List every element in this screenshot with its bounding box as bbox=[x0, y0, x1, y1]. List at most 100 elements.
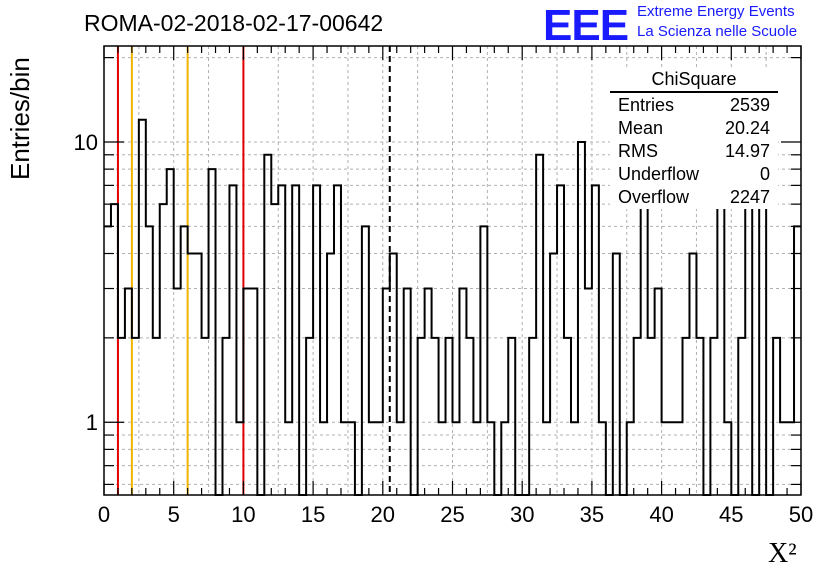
histogram-bin bbox=[439, 422, 446, 495]
histogram-bin bbox=[118, 338, 125, 495]
histogram-bin bbox=[383, 289, 390, 495]
histogram-bin bbox=[676, 422, 683, 495]
x-axis-label: X² bbox=[768, 538, 797, 569]
histogram-bin bbox=[125, 289, 132, 495]
histogram-bin bbox=[662, 422, 669, 495]
histogram-bin bbox=[188, 253, 195, 495]
histogram-bin bbox=[683, 338, 690, 495]
histogram-bin bbox=[167, 169, 174, 495]
histogram-bin bbox=[425, 289, 432, 495]
histogram-bin bbox=[397, 422, 404, 495]
histogram-bin bbox=[501, 422, 508, 495]
histogram-bin bbox=[132, 338, 139, 495]
histogram-bin bbox=[669, 422, 676, 495]
y-tick-label: 1 bbox=[86, 410, 98, 435]
stats-value: 2247 bbox=[729, 187, 770, 207]
x-tick-label: 35 bbox=[580, 502, 604, 527]
histogram-bin bbox=[139, 120, 146, 495]
histogram-bin bbox=[222, 338, 229, 495]
stats-label: Underflow bbox=[618, 164, 700, 184]
stats-value: 14.97 bbox=[724, 141, 770, 161]
histogram-bin bbox=[146, 226, 153, 495]
histogram-bin bbox=[376, 422, 383, 495]
histogram-bin bbox=[285, 422, 292, 495]
stats-value: 2539 bbox=[729, 95, 770, 115]
histogram-bin bbox=[571, 422, 578, 495]
histogram-bin bbox=[564, 338, 571, 495]
histogram-bin bbox=[181, 226, 188, 495]
histogram-bin bbox=[536, 155, 543, 495]
histogram-bin bbox=[459, 289, 466, 495]
histogram-bin bbox=[209, 169, 216, 495]
histogram-bin bbox=[313, 185, 320, 495]
axes bbox=[103, 45, 802, 496]
histogram-bin bbox=[195, 253, 202, 495]
histogram-bin bbox=[446, 338, 453, 495]
histogram-bin bbox=[264, 155, 271, 495]
logo-line-1: Extreme Energy Events bbox=[637, 3, 795, 20]
histogram-bin bbox=[473, 422, 480, 495]
histogram-bin bbox=[390, 253, 397, 495]
histogram-bin bbox=[369, 422, 376, 495]
histogram-bin bbox=[696, 338, 703, 495]
histogram-bin bbox=[585, 289, 592, 495]
histogram-bin bbox=[292, 185, 299, 495]
y-tick-label: 10 bbox=[74, 130, 98, 155]
histogram-bin bbox=[348, 422, 355, 495]
x-tick-label: 25 bbox=[440, 502, 464, 527]
histogram-bin bbox=[453, 422, 460, 495]
histogram-bin bbox=[236, 422, 243, 495]
histogram-bin bbox=[529, 338, 536, 495]
stats-value: 20.24 bbox=[724, 118, 770, 138]
stats-row-rms: RMS 14.97 bbox=[610, 140, 778, 163]
histogram-bin bbox=[738, 338, 745, 495]
histogram-bin bbox=[543, 422, 550, 495]
histogram-bin bbox=[160, 204, 167, 495]
stats-row-underflow: Underflow 0 bbox=[610, 163, 778, 186]
histogram-bin bbox=[153, 338, 160, 495]
stats-row-overflow: Overflow 2247 bbox=[610, 186, 778, 209]
histogram-bin bbox=[334, 185, 341, 495]
histogram-bin bbox=[557, 185, 564, 495]
logo-line-2: La Scienza nelle Scuole bbox=[637, 23, 798, 40]
histogram-bin bbox=[613, 253, 620, 495]
x-tick-label: 10 bbox=[231, 502, 255, 527]
stats-value: 0 bbox=[759, 164, 770, 184]
histogram-bin bbox=[327, 253, 334, 495]
x-tick-label: 15 bbox=[301, 502, 325, 527]
histogram-bin bbox=[634, 338, 641, 495]
x-tick-label: 40 bbox=[649, 502, 673, 527]
histogram-bin bbox=[362, 226, 369, 495]
chart-title: ROMA-02-2018-02-17-00642 bbox=[84, 10, 384, 36]
histogram-bin bbox=[578, 142, 585, 495]
histogram-bin bbox=[432, 338, 439, 495]
histogram-bin bbox=[341, 422, 348, 495]
histogram-bin bbox=[306, 338, 313, 495]
histogram-bin bbox=[250, 289, 257, 495]
histogram-bin bbox=[174, 289, 181, 495]
histogram-bin bbox=[271, 204, 278, 495]
stats-row-entries: Entries 2539 bbox=[610, 94, 778, 117]
x-tick-label: 20 bbox=[371, 502, 395, 527]
histogram-bin bbox=[773, 338, 780, 495]
x-tick-label: 30 bbox=[510, 502, 534, 527]
histogram-bin bbox=[202, 338, 209, 495]
histogram-bin bbox=[104, 226, 111, 495]
histogram-bin bbox=[655, 289, 662, 495]
histogram-bin bbox=[229, 185, 236, 495]
histogram-bin bbox=[780, 422, 787, 495]
histogram-bin bbox=[487, 422, 494, 495]
histogram-bin bbox=[418, 338, 425, 495]
histogram-bin bbox=[466, 338, 473, 495]
x-tick-label: 0 bbox=[98, 502, 110, 527]
histogram-bin bbox=[745, 185, 752, 495]
histogram-bin bbox=[592, 185, 599, 495]
stats-title: ChiSquare bbox=[610, 68, 778, 93]
stats-box: ChiSquare Entries 2539 Mean 20.24 RMS 14… bbox=[610, 68, 778, 209]
histogram-bin bbox=[641, 185, 648, 495]
histogram-bin bbox=[404, 289, 411, 495]
stats-label: Mean bbox=[618, 118, 664, 138]
y-axis-label: Entries/bin bbox=[5, 57, 35, 180]
x-tick-label: 5 bbox=[168, 502, 180, 527]
